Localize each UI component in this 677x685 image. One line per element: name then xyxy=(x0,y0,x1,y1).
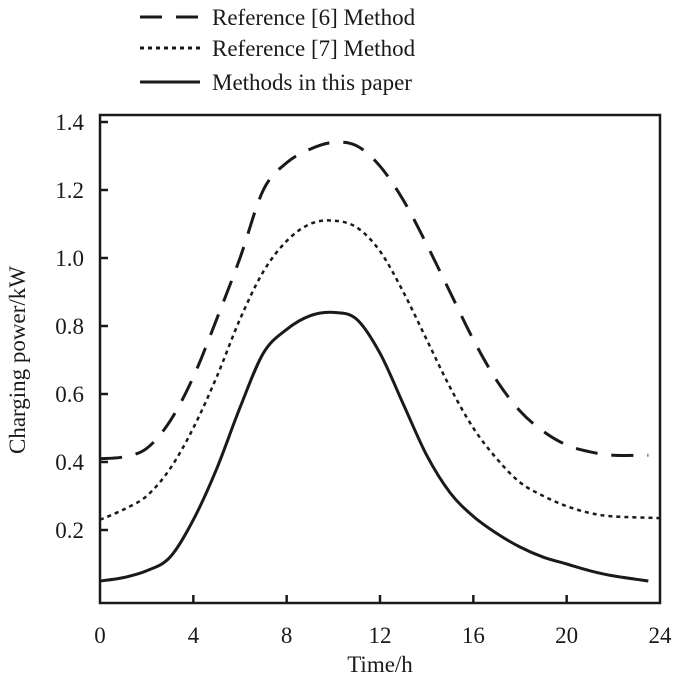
x-tick-label: 20 xyxy=(555,623,578,648)
plot-frame xyxy=(98,113,662,605)
series-line-1 xyxy=(99,140,649,461)
legend-label-1: Reference [6] Method xyxy=(212,5,416,30)
x-tick-label: 8 xyxy=(281,623,293,648)
x-tick-label: 12 xyxy=(369,623,392,648)
y-tick-label: 0.2 xyxy=(55,518,84,543)
x-tick-label: 4 xyxy=(188,623,200,648)
legend-label-3: Methods in this paper xyxy=(212,70,412,95)
series-line-3 xyxy=(99,310,649,583)
y-tick-label: 1.4 xyxy=(55,110,84,135)
x-tick-label: 0 xyxy=(94,623,106,648)
x-tick-label: 24 xyxy=(649,623,673,648)
y-tick-label: 1.2 xyxy=(55,178,84,203)
x-axis-label: Time/h xyxy=(347,652,413,677)
y-tick-label: 0.4 xyxy=(55,450,84,475)
series-lines xyxy=(99,140,661,583)
y-axis-label: Charging power/kW xyxy=(5,266,30,454)
series-line-2 xyxy=(99,219,661,521)
y-tick-label: 1.0 xyxy=(55,246,84,271)
y-tick-label: 0.8 xyxy=(55,314,84,339)
legend-label-2: Reference [7] Method xyxy=(212,36,416,61)
axis-ticks: 0 4 8 12 16 20 24 0.2 0.4 0.6 0.8 1.0 1.2 1.4 xyxy=(55,110,672,648)
y-tick-label: 0.6 xyxy=(55,382,84,407)
x-tick-label: 16 xyxy=(462,623,485,648)
legend: Reference [6] Method Reference [7] Method… xyxy=(140,5,416,95)
